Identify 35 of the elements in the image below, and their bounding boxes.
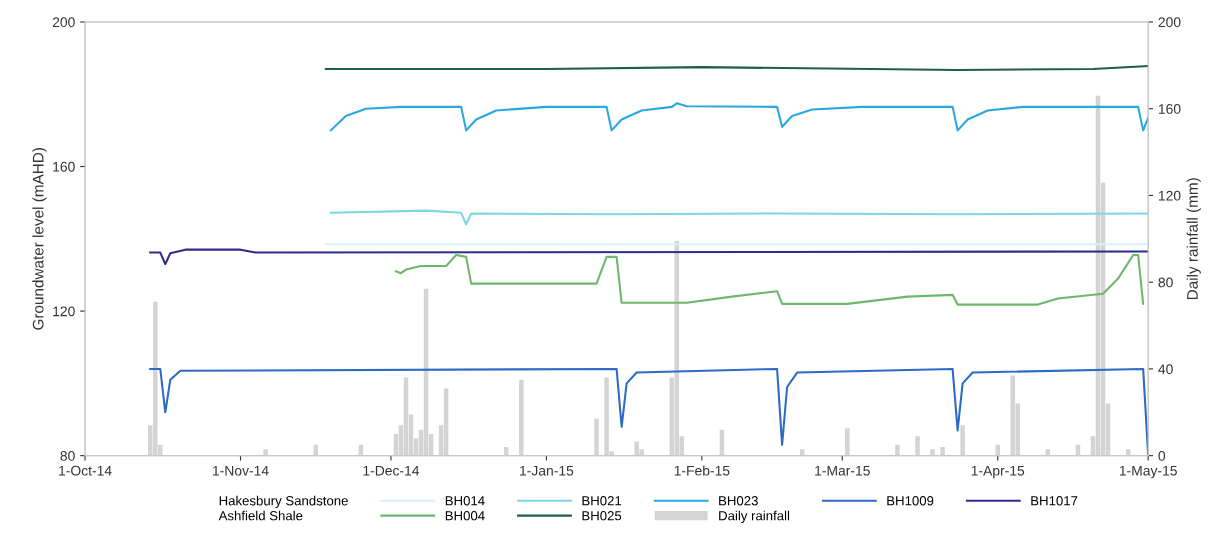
x-tick-label: 1-Oct-14 [59,465,112,476]
legend-label: BH014 [445,496,485,506]
y-tick-label: 160 [53,161,75,172]
y2-axis-title: Daily rainfall (mm) [1186,178,1201,300]
x-tick-label: 1-Feb-15 [674,465,730,476]
x-tick-label: 1-Apr-15 [971,465,1025,479]
x-tick-label: 1-Jan-15 [520,465,574,476]
x-tick-label: 1-Dec-14 [363,465,420,476]
y2-tick-label: 40 [1158,364,1173,375]
legend-label: BH1009 [887,496,934,506]
line-series [149,367,1149,456]
y2-tick-label: 0 [1158,451,1166,461]
legend-label: BH023 [719,496,758,506]
line-series [394,254,1145,306]
legend-label: BH1017 [1031,496,1078,506]
x-tick-label: 1-May-15 [1119,465,1177,479]
legend-label: Daily rainfall [719,510,790,523]
line-series [149,248,1149,266]
legend-label: BH025 [582,511,622,521]
y-axis-title: Groundwater level (mAHD) [32,148,47,330]
x-tick-label: 1-Nov-14 [213,465,269,476]
y-tick-label: 80 [60,451,75,461]
y-tick-label: 120 [53,306,75,317]
line-series [329,102,1149,132]
y2-tick-label: 160 [1158,104,1181,114]
y-tick-label: 200 [52,17,75,28]
line-series [329,209,1149,226]
y2-tick-label: 80 [1158,277,1173,288]
x-tick-label: 1-Mar-15 [815,465,870,476]
legend-label: BH021 [582,496,622,506]
text: Ashfield Shale [218,510,303,521]
y2-tick-label: 200 [1158,17,1181,28]
text: Hakesbury Sandstone [219,495,348,509]
y2-tick-label: 120 [1158,190,1181,201]
legend-label: BH004 [445,511,485,521]
